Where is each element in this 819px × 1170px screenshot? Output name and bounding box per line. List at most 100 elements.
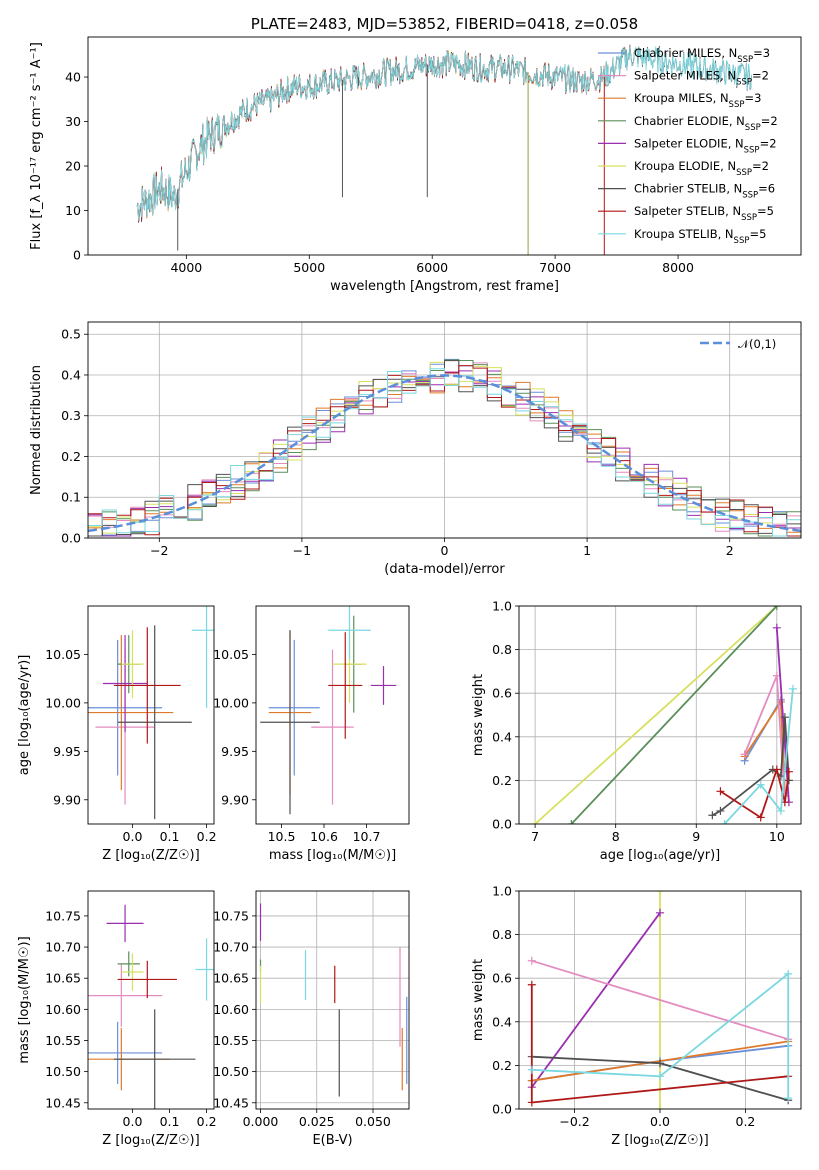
weight-marker: [772, 765, 781, 774]
y-tick-label: 10.75: [45, 908, 81, 923]
x-tick-label: 0: [441, 543, 449, 558]
y-tick-label: 0.8: [492, 642, 512, 657]
x-tick-label: 8000: [662, 260, 694, 275]
weight-marker: [788, 684, 797, 693]
legend-label: Kroupa MILES, NSSP=3: [634, 91, 761, 110]
x-tick-label: 5000: [293, 260, 325, 275]
x-tick-label: 0.0: [123, 1114, 143, 1129]
weight-line: [719, 766, 790, 819]
y-tick-label: 0.5: [61, 327, 81, 342]
y-tick-label: 0.6: [492, 686, 512, 701]
x-tick-label: 4000: [170, 260, 202, 275]
x-axis-label: Z [log₁₀(Z/Z☉)]: [102, 1133, 199, 1148]
weight-marker: [527, 980, 536, 989]
y-tick-label: 0.2: [492, 1058, 512, 1073]
axes-frame: [255, 890, 410, 1110]
weight-line: [723, 688, 794, 824]
plot-area: [88, 358, 801, 537]
plot-area: [88, 606, 214, 820]
plot-area: [531, 606, 797, 824]
y-tick-label: 0: [73, 248, 81, 263]
x-tick-label: 2: [726, 543, 734, 558]
axes-frame: [87, 321, 802, 539]
y-tick-label: 0.0: [492, 1102, 512, 1117]
chart-title: PLATE=2483, MJD=53852, FIBERID=0418, z=0…: [251, 15, 638, 33]
x-axis-label: Z [log₁₀(Z/Z☉)]: [611, 1133, 708, 1148]
spectrum-panel: 4000 5000 6000 7000 8000 0 10 20 30 40 wavelength …: [29, 15, 802, 294]
y-tick-label: 0.3: [61, 408, 81, 423]
x-tick-label: 10.5: [268, 829, 296, 844]
y-tick-label: 10: [65, 203, 81, 218]
weight-marker: [527, 956, 536, 965]
y-axis-label: mass weight: [471, 959, 486, 1041]
y-tick-label: 0.0: [61, 531, 81, 546]
x-tick-label: 0.0: [123, 829, 143, 844]
legend-label: Chabrier STELIB, NSSP=6: [634, 182, 775, 201]
weight-marker: [756, 813, 765, 822]
mass-vs-Z-panel: 0.0 0.1 0.2 10.45 10.50 10.55 10.60 10.65 10.70 1…: [17, 890, 217, 1148]
weight-marker: [784, 767, 793, 776]
y-tick-label: 30: [65, 114, 81, 129]
y-tick-label: 0.8: [492, 927, 512, 942]
y-tick-label: 10.75: [213, 908, 249, 923]
y-axis-label: mass [log₁₀(M/M☉)]: [17, 936, 32, 1063]
weight-marker: [740, 750, 749, 759]
y-tick-label: 10.05: [213, 647, 249, 662]
legend-label: Salpeter ELODIE, NSSP=2: [634, 136, 777, 155]
spectrum-line: [136, 46, 752, 221]
x-axis-label: Z [log₁₀(Z/Z☉)]: [102, 848, 199, 863]
weight-line: [570, 606, 778, 824]
y-tick-label: 10.55: [45, 1033, 81, 1048]
weight-marker: [772, 606, 781, 610]
x-tick-label: −0.2: [559, 1114, 589, 1129]
y-tick-label: 10.50: [213, 1064, 249, 1079]
legend-label: Salpeter MILES, NSSP=2: [634, 69, 769, 88]
y-tick-label: 0.4: [492, 729, 512, 744]
plot-area: [88, 904, 214, 1109]
x-tick-label: 0.1: [160, 1114, 180, 1129]
weight-marker: [708, 811, 717, 820]
x-tick-label: 10.6: [310, 829, 338, 844]
y-tick-label: 10.65: [213, 971, 249, 986]
y-tick-label: 0.2: [61, 449, 81, 464]
x-tick-label: 7000: [539, 260, 571, 275]
x-tick-label: 9: [692, 829, 700, 844]
plot-area: [527, 891, 793, 1109]
weight-line: [531, 912, 661, 1088]
normal-curve: [88, 374, 801, 533]
x-axis-label: wavelength [Angstrom, rest frame]: [330, 279, 559, 294]
y-tick-label: 20: [65, 159, 81, 174]
weight-marker: [780, 713, 789, 722]
y-tick-label: 40: [65, 70, 81, 85]
weight-marker: [527, 1098, 536, 1107]
axes-frame: [87, 605, 215, 825]
x-axis-label: mass [log₁₀(M/M☉)]: [269, 848, 396, 863]
axes-frame: [518, 890, 802, 1110]
y-tick-label: 0.4: [61, 367, 81, 382]
weight-marker: [656, 891, 664, 895]
y-tick-label: 10.60: [213, 1002, 249, 1017]
legend-label: 𝒩(0,1): [738, 337, 776, 351]
weight-marker: [531, 820, 540, 824]
x-axis-label: (data-model)/error: [384, 562, 505, 577]
y-tick-label: 9.90: [221, 792, 249, 807]
y-tick-label: 10.45: [45, 1095, 81, 1110]
weight-marker: [756, 780, 765, 789]
age-vs-Z-panel: 0.0 0.1 0.2 9.90 9.95 10.00 10.05 Z [log₁₀(Z/Z☉…: [17, 605, 217, 863]
x-tick-label: −1: [293, 543, 311, 558]
y-axis-label: age [log₁₀(age/yr)]: [17, 655, 32, 776]
y-axis-label: mass weight: [471, 674, 486, 756]
y-tick-label: 10.50: [45, 1064, 81, 1079]
plot-area: [136, 44, 752, 255]
x-tick-label: 6000: [416, 260, 448, 275]
legend-label: Salpeter STELIB, NSSP=5: [634, 204, 774, 223]
plot-area: [260, 606, 397, 815]
x-axis-label: E(B-V): [312, 1133, 352, 1148]
y-tick-label: 0.0: [492, 817, 512, 832]
y-tick-label: 0.4: [492, 1014, 512, 1029]
y-tick-label: 0.2: [492, 773, 512, 788]
y-tick-label: 10.00: [213, 695, 249, 710]
y-tick-label: 10.45: [213, 1095, 249, 1110]
legend: 𝒩(0,1): [700, 337, 776, 351]
y-tick-label: 10.05: [45, 647, 81, 662]
